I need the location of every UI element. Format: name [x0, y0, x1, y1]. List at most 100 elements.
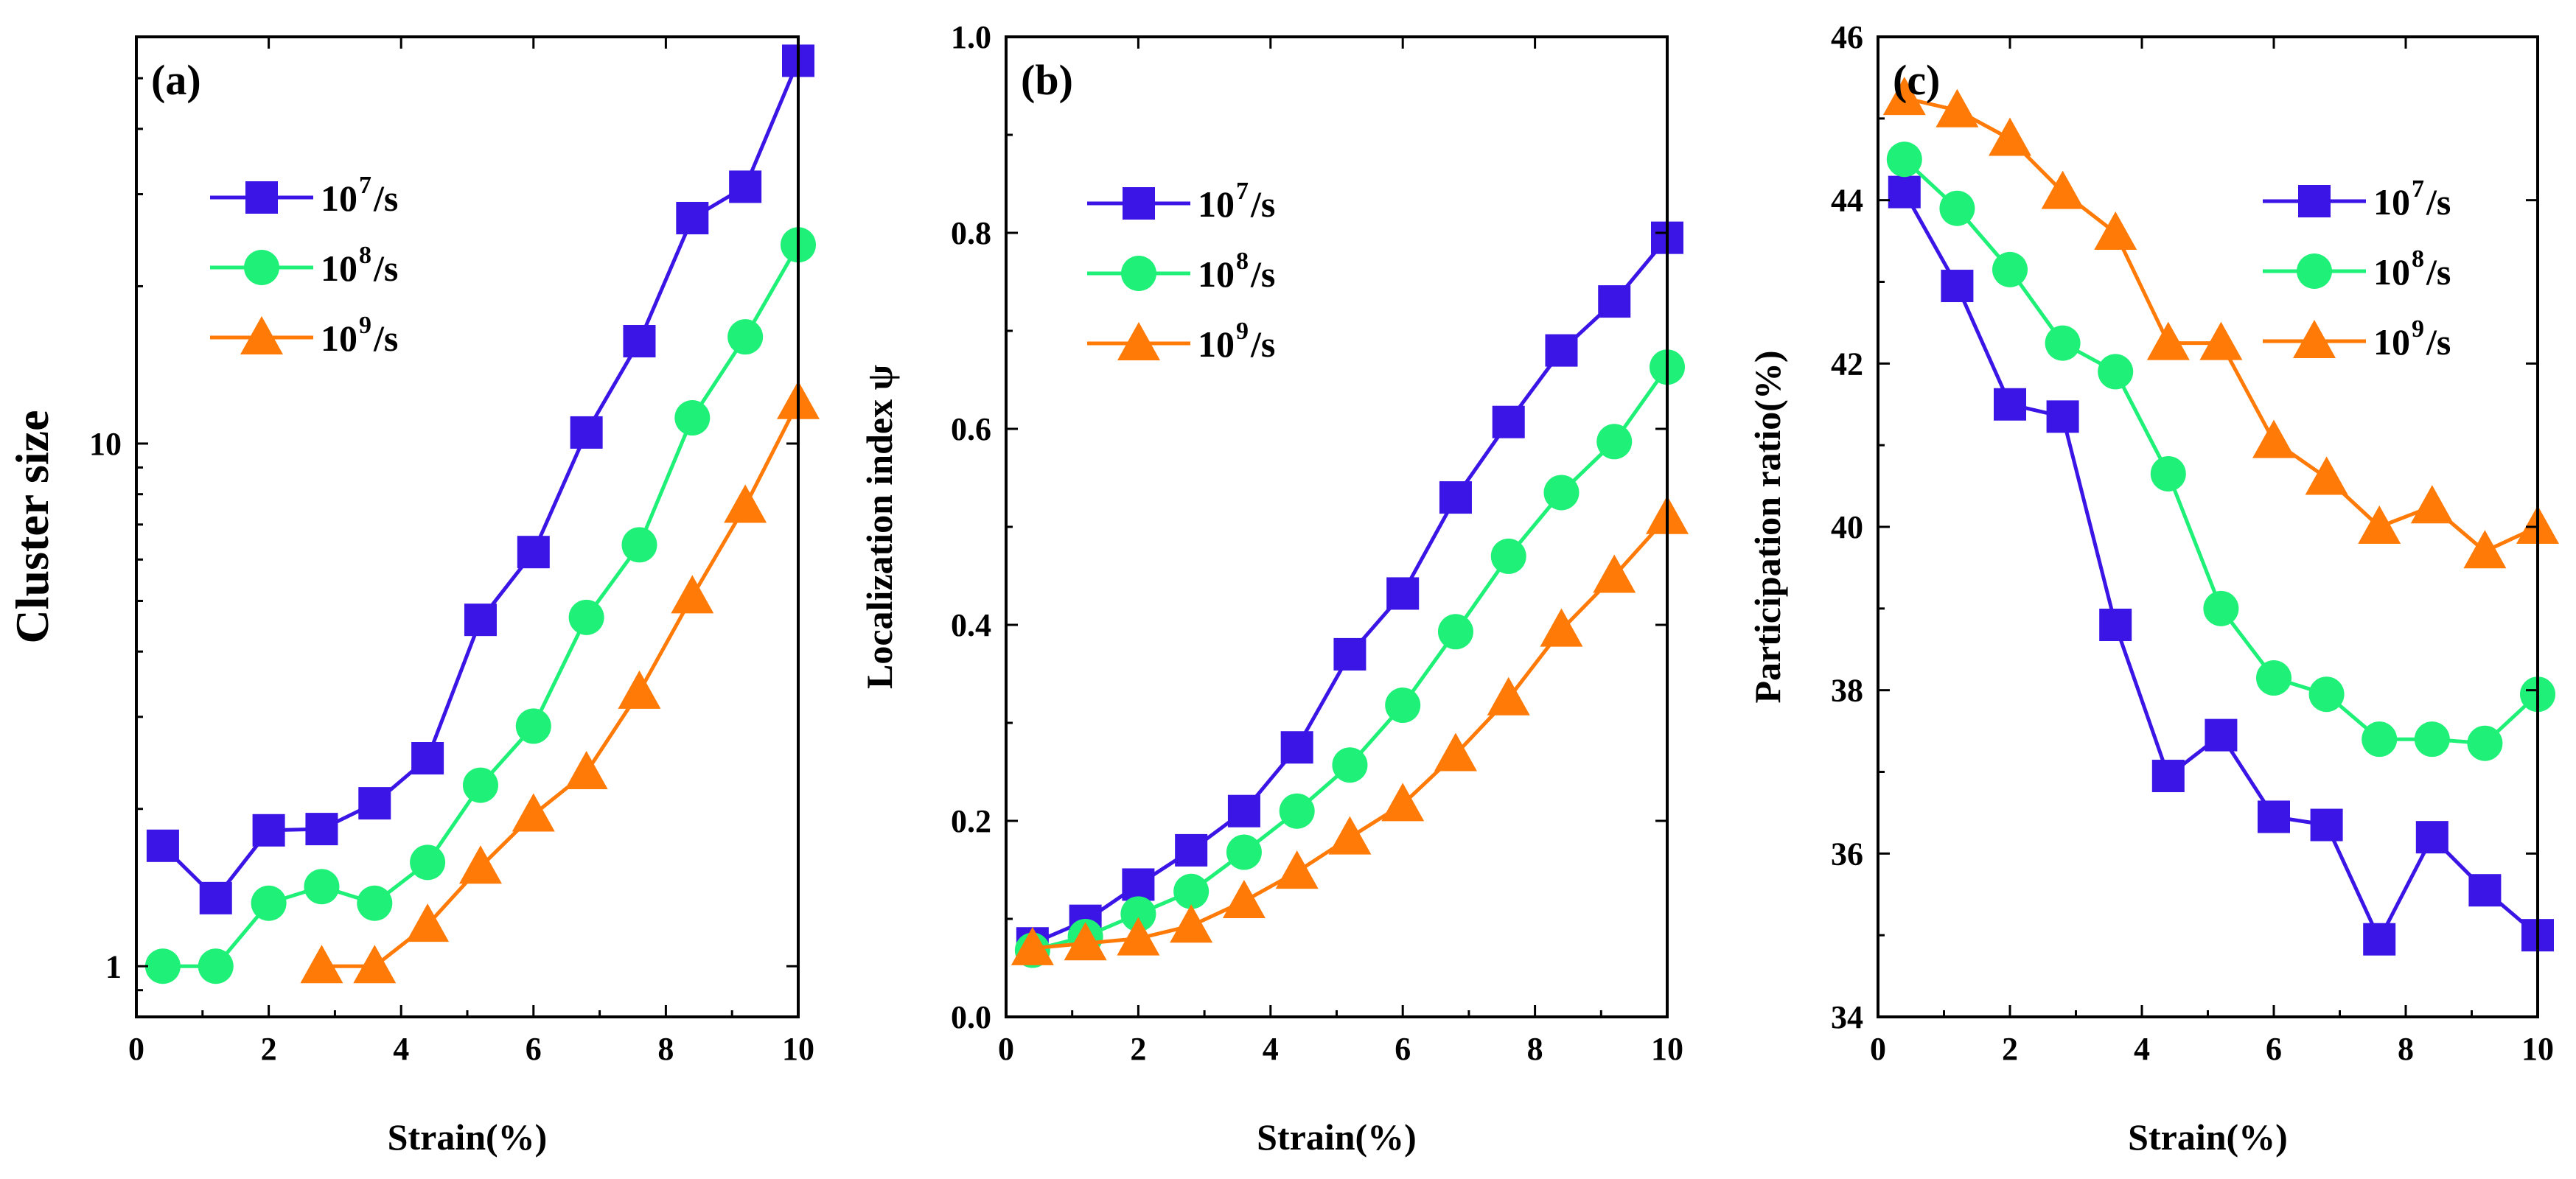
panel-b-series-2-point-3 — [1170, 904, 1213, 943]
panel-a-series-1-point-9 — [621, 527, 657, 563]
panel-a-series-0-point-0 — [146, 829, 179, 862]
panel-b-series-0-point-8 — [1439, 481, 1472, 514]
panel-b-series-1-point-10 — [1543, 475, 1580, 511]
panel-c-ytick-label-1: 36 — [1831, 836, 1863, 872]
panel-b-series-2-point-7 — [1381, 783, 1425, 822]
panel-b-series-0-point-4 — [1227, 794, 1260, 828]
panel-c-legend-exp-2: 9 — [2412, 315, 2424, 343]
panel-c-series-0 — [1888, 175, 2554, 956]
panel-b-legend-label-0: 10 — [1198, 183, 1235, 225]
panel-c-series-2-point-8 — [2305, 456, 2348, 495]
panel-a-legend-marker-2 — [240, 316, 283, 354]
panel-c-series-2-point-9 — [2358, 505, 2401, 544]
panel-b-series-2-point-0 — [1010, 926, 1054, 965]
panel-b-series-0-point-2 — [1122, 868, 1155, 901]
panel-b-series-2-point-2 — [1117, 917, 1160, 956]
panel-b-xtick-label-2: 4 — [1263, 1031, 1279, 1067]
panel-a-xtick-label-1: 2 — [261, 1031, 277, 1067]
panel-a-legend-label-2: 10 — [321, 318, 357, 359]
panel-b-series-1-point-4 — [1226, 834, 1262, 870]
panel-a-legend-marker-0 — [245, 181, 278, 214]
panel-b-legend-label-1: 10 — [1198, 253, 1235, 295]
panel-a-series-1-point-8 — [568, 599, 604, 635]
panel-b-series-2 — [1010, 495, 1689, 965]
panel-c-series-1-point-7 — [2256, 660, 2291, 696]
panel-a-legend-item-0: 10 7/s — [210, 172, 398, 219]
panel-c-legend-unit-1: /s — [2426, 251, 2451, 293]
panel-b-ylabel: Localization index ψ — [859, 365, 900, 689]
panel-a-legend-marker-1 — [244, 250, 279, 285]
panel-b-xtick-label-3: 6 — [1395, 1031, 1411, 1067]
panel-a-legend-item-2: 10 9/s — [210, 312, 398, 359]
panel-c-series-2-point-10 — [2410, 485, 2454, 524]
panel-a-xtick-label-3: 6 — [526, 1031, 542, 1067]
panel-c-series-2-point-0 — [1882, 77, 1926, 116]
panel-a-ytick-label-0: 1 — [105, 948, 122, 984]
panel-a-series-1-point-2 — [251, 885, 287, 921]
panel-c-series-0-point-3 — [2046, 400, 2079, 433]
panel-b-legend-item-1: 10 8/s — [1087, 248, 1275, 295]
panel-a-series-1-point-3 — [304, 869, 340, 905]
panel-b-ytick-label-5: 1.0 — [951, 19, 991, 55]
panel-c-ytick-label-6: 46 — [1831, 19, 1863, 55]
panel-b-series-1-point-5 — [1279, 793, 1315, 829]
panel-a-series-2-point-5 — [565, 751, 608, 790]
panel-a-legend-unit-2: /s — [373, 318, 398, 359]
panel-a-xtick-label-2: 4 — [393, 1031, 409, 1067]
panel-c-series-1 — [1886, 141, 2555, 761]
panel-b-xtick-label-0: 0 — [998, 1031, 1014, 1067]
panel-c-xtick-label-5: 10 — [2521, 1031, 2554, 1067]
panel-b-series-1-point-9 — [1490, 538, 1526, 574]
panel-a-series-1-point-5 — [410, 844, 446, 881]
panel-b-series-0-point-6 — [1333, 637, 1366, 671]
panel-a-series-0-point-5 — [411, 741, 444, 774]
panel-b-series-0-point-7 — [1386, 577, 1420, 610]
panel-c-series-2-point-5 — [2146, 321, 2190, 360]
panel-b-series-2-point-9 — [1487, 676, 1530, 716]
panel-a-series-2-point-7 — [671, 575, 714, 614]
panel-c-series-0-point-11 — [2468, 874, 2502, 907]
panel-a-legend-exp-1: 8 — [359, 242, 371, 269]
panel-c-legend-unit-0: /s — [2426, 181, 2451, 223]
panel-b-series-0-point-11 — [1598, 285, 1631, 318]
panel-b-series-0-point-10 — [1545, 334, 1578, 367]
panel-a-legend-item-1: 10 8/s — [210, 242, 398, 289]
panel-a-series-2-point-2 — [406, 903, 450, 942]
panel-a-series-0-point-7 — [517, 536, 550, 569]
panel-c-ytick-label-4: 42 — [1831, 346, 1863, 382]
panel-c-series-1-point-2 — [1992, 251, 2028, 287]
panel-a-series-1-point-4 — [357, 885, 393, 921]
panel-b-legend-exp-1: 8 — [1236, 248, 1249, 275]
panel-a-series-2-point-6 — [618, 670, 661, 709]
panel-c-legend-marker-2 — [2293, 320, 2336, 358]
panel-c-legend-exp-0: 7 — [2412, 175, 2424, 203]
panel-a-series-2-point-1 — [353, 945, 397, 984]
panel-b-legend-marker-1 — [1121, 256, 1156, 291]
panel-c-series-2-point-3 — [2041, 170, 2084, 209]
panel-a-series-2-point-0 — [300, 945, 343, 984]
panel-c-xtick-label-1: 2 — [2002, 1031, 2018, 1067]
panel-b-series-1-point-8 — [1437, 614, 1473, 650]
panel-a-series-2-point-8 — [724, 484, 767, 523]
panel-b-series-1-point-7 — [1385, 688, 1421, 724]
panel-b-legend-marker-2 — [1117, 322, 1160, 360]
panel-a-xlabel: Strain(%) — [388, 1116, 548, 1158]
panel-b-series-0-point-3 — [1175, 833, 1208, 867]
panel-c-series-1-point-11 — [2467, 725, 2503, 761]
panel-b-legend-marker-0 — [1123, 187, 1155, 220]
panel-c-legend-exp-1: 8 — [2412, 245, 2424, 273]
panel-a-series-0-point-4 — [358, 787, 391, 820]
panel-b-series-1-point-3 — [1173, 873, 1210, 909]
panel-a-legend-unit-0: /s — [373, 178, 398, 219]
panel-b-series-0-point-5 — [1280, 731, 1313, 764]
panel-b-series-2-point-4 — [1222, 880, 1266, 919]
panel-a-series-2-point-4 — [512, 793, 555, 832]
panel-c-series-0-point-5 — [2151, 760, 2185, 793]
panel-b-xtick-label-4: 8 — [1527, 1031, 1543, 1067]
panel-c-ytick-label-2: 38 — [1831, 673, 1863, 709]
panel-a-xtick-label-0: 0 — [128, 1031, 144, 1067]
panel-b-series-2-point-1 — [1064, 922, 1107, 961]
